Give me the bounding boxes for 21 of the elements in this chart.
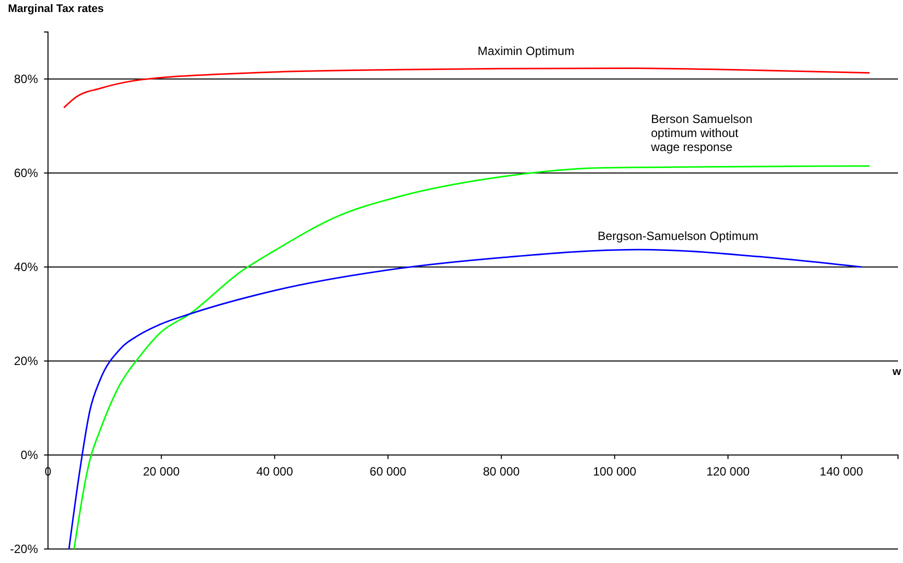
series-label: Berson Samuelson optimum without wage response <box>650 112 752 154</box>
x-tick-label: 20 000 <box>142 464 180 479</box>
line-series <box>73 165 870 550</box>
x-axis-title: w <box>891 366 902 378</box>
y-tick-label: -20% <box>10 542 38 556</box>
y-tick-label: 80% <box>14 72 38 86</box>
y-tick-label: 20% <box>14 354 38 368</box>
y-tick-label: 0% <box>20 448 38 462</box>
y-tick-label: 40% <box>14 260 38 274</box>
x-tick-label: 100 000 <box>592 464 637 479</box>
x-tick-label: 80 000 <box>482 464 520 479</box>
chart-title: Marginal Tax rates <box>8 3 104 15</box>
series-label: Bergson-Samuelson Optimum <box>598 229 758 243</box>
x-tick-label: 140 000 <box>820 464 864 479</box>
line-series <box>68 248 862 550</box>
y-tick-label: 60% <box>14 166 38 180</box>
x-tick-label: 120 000 <box>706 464 750 479</box>
x-tick-label: 40 000 <box>256 464 294 479</box>
x-tick-label: 60 000 <box>370 464 407 479</box>
line-series <box>63 67 870 108</box>
series-label: Maximin Optimum <box>478 44 574 58</box>
